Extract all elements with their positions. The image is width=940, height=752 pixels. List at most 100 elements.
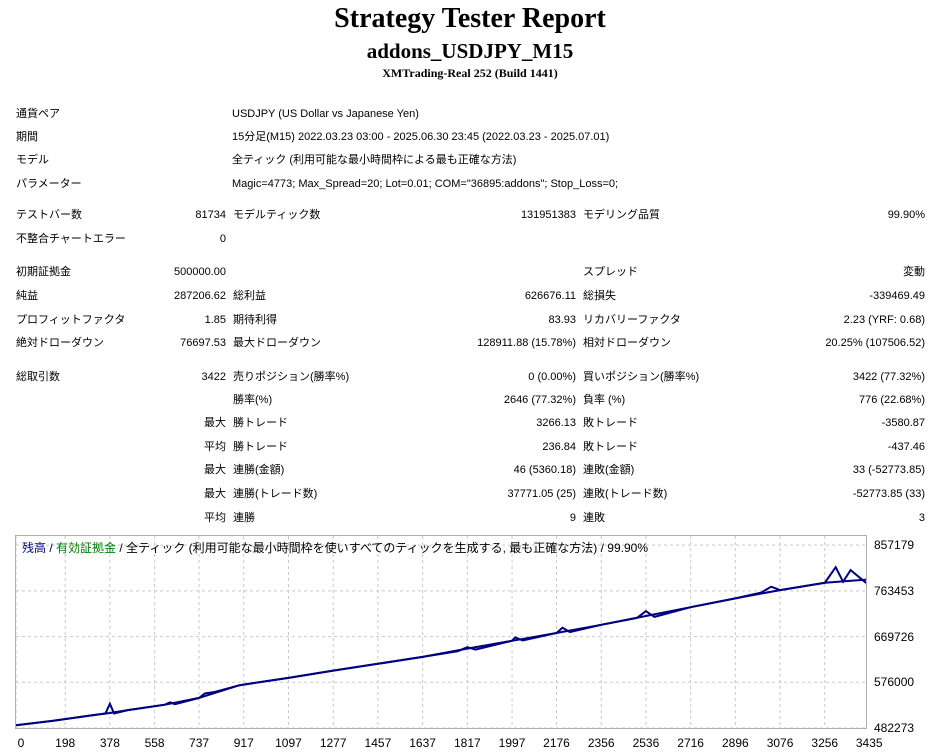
chart-grid [15,536,870,729]
profit-factor-label: プロフィットファクタ [16,314,126,326]
bars-label: テストバー数 [16,209,82,221]
max-consecutive-prefix: 最大 [204,464,226,476]
params-label: パラメーター [16,178,82,190]
x-tick-label: 1637 [409,736,436,750]
bars-value: 81734 [195,209,226,221]
x-tick-label: 737 [189,736,210,750]
mismatch-value: 0 [219,233,226,245]
largest-prefix: 最大 [204,417,226,429]
balance-line [15,578,870,727]
deposit-value: 500000.00 [174,266,226,278]
average-consecutive-losses-label: 連敗 [583,512,605,524]
params-value: Magic=4773; Max_Spread=20; Lot=0.01; COM… [232,178,619,190]
max-consecutive-losses-value: 33 (-52773.85) [852,464,925,476]
absolute-drawdown-label: 絶対ドローダウン [16,337,104,349]
profit-factor-value: 1.85 [204,314,226,326]
x-tick-label: 3076 [766,736,794,750]
x-tick-label: 3256 [811,736,839,750]
legend-model-text: / 全ティック (利用可能な最小時間枠を使いすべてのティックを生成する, 最も正… [116,541,648,555]
max-consecutive-wins-value: 46 (5360.18) [513,464,576,476]
short-positions-label: 売りポジション(勝率%) [233,371,350,383]
x-tick-label: 2356 [587,736,615,750]
relative-drawdown-value: 20.25% (107506.52) [825,337,925,349]
x-tick-label: 1457 [364,736,392,750]
gross-loss-label: 総損失 [583,290,616,302]
x-tick-label: 1817 [453,736,481,750]
x-tick-label: 3435 [855,736,883,750]
period-label: 期間 [16,131,38,143]
gross-loss-value: -339469.49 [869,290,925,302]
profit-trades-label: 勝率(%) [233,394,273,406]
max-consecutive-loss-label: 連敗(トレード数) [583,488,668,500]
legend-balance: 残高 [22,541,47,555]
average-consecutive-wins-label: 連勝 [233,512,255,524]
total-trades-value: 3422 [201,371,226,383]
y-tick-label: 576000 [874,675,915,690]
x-tick-label: 1097 [275,736,302,750]
max-consecutive-loss-value: -52773.85 (33) [852,488,925,500]
ticks-value: 131951383 [520,209,576,221]
max-consecutive-wins-label: 連勝(金額) [233,464,285,476]
mismatch-label: 不整合チャートエラー [16,233,126,245]
y-tick-label: 857179 [874,538,915,553]
max-consecutive-profit-label: 連勝(トレード数) [233,488,318,500]
y-tick-label: 482273 [874,721,915,735]
y-tick-label: 669726 [874,629,915,644]
max-consecutive-count-prefix: 最大 [204,488,226,500]
profit-trades-value: 2646 (77.32%) [503,394,576,406]
long-positions-value: 3422 (77.32%) [852,371,925,383]
max-consecutive-losses-label: 連敗(金額) [583,464,635,476]
average-consecutive-losses-value: 3 [918,512,925,524]
report-build: XMTrading-Real 252 (Build 1441) [382,66,558,80]
x-tick-label: 558 [144,736,165,750]
relative-drawdown-label: 相対ドローダウン [583,337,671,349]
spread-label: スプレッド [583,266,638,278]
average-win-value: 236.84 [542,441,576,453]
average-prefix: 平均 [204,441,226,453]
x-tick-label: 2536 [632,736,660,750]
recovery-factor-value: 2.23 (YRF: 0.68) [843,314,925,326]
x-tick-label: 917 [233,736,254,750]
gross-profit-label: 総利益 [233,290,266,302]
x-tick-label: 1997 [498,736,526,750]
x-tick-label: 1277 [319,736,347,750]
legend-separator: / [46,541,57,555]
loss-trades-label: 負率 (%) [583,394,626,406]
model-label: モデル [16,154,49,166]
net-profit-value: 287206.62 [174,290,226,302]
symbol-value: USDJPY (US Dollar vs Japanese Yen) [232,108,419,120]
quality-value: 99.90% [887,209,925,221]
period-value: 15分足(M15) 2022.03.23 03:00 - 2025.06.30 … [232,131,610,143]
quality-label: モデリング品質 [583,209,660,221]
x-tick-label: 2716 [677,736,704,750]
loss-trades-value: 776 (22.68%) [858,394,925,406]
x-tick-label: 2176 [543,736,570,750]
net-profit-label: 純益 [16,290,38,302]
balance-chart-plot [15,536,870,729]
long-positions-label: 買いポジション(勝率%) [583,371,700,383]
short-positions-value: 0 (0.00%) [528,371,576,383]
report-subtitle: addons_USDJPY_M15 [366,39,574,63]
average-loss-value: -437.46 [887,441,925,453]
y-tick-label: 763453 [874,583,915,598]
x-tick-label: 0 [17,736,25,750]
model-value: 全ティック (利用可能な最小時間枠による最も正確な方法) [232,154,517,166]
average-loss-label: 敗トレード [583,441,638,453]
legend-equity: 有効証拠金 [56,541,117,555]
report-title: Strategy Tester Report [334,3,606,34]
chart-series [15,565,870,727]
equity-overlay-line [15,565,867,727]
balance-chart [15,535,870,729]
largest-win-label: 勝トレード [233,417,288,429]
deposit-label: 初期証拠金 [16,266,71,278]
x-tick-label: 378 [99,736,120,750]
largest-loss-label: 敗トレード [583,417,638,429]
largest-loss-value: -3580.87 [881,417,925,429]
max-drawdown-label: 最大ドローダウン [233,337,321,349]
max-drawdown-value: 128911.88 (15.78%) [477,337,576,349]
recovery-factor-label: リカバリーファクタ [583,314,681,326]
symbol-label: 通貨ペア [16,108,60,120]
largest-win-value: 3266.13 [536,417,576,429]
spread-value: 変動 [903,266,925,278]
total-trades-label: 総取引数 [16,371,60,383]
